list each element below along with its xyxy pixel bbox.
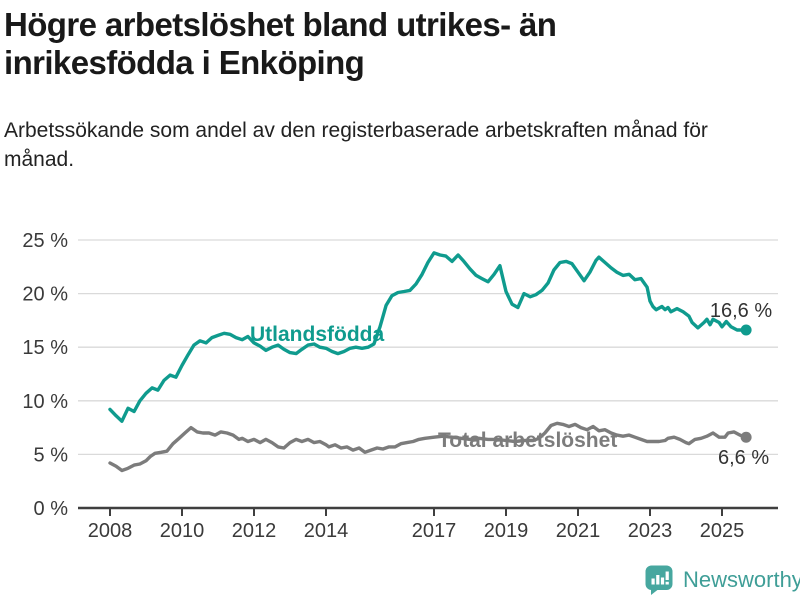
y-tick-label: 5 % [34,444,69,466]
y-tick-label: 20 % [22,284,68,306]
series-value-label-total-arbetsloshet: 6,6 % [718,447,769,469]
line-chart: 0 %5 %10 %15 %20 %25 % 2008 2010 2012 2014 2… [22,230,778,542]
y-tick-label: 0 % [34,498,69,520]
series-line-total-arbetsloshet [108,421,748,473]
series-label-utlandsfodda: Utlandsfödda [250,323,384,346]
x-tick-label: 2023 [628,520,673,542]
y-tick-label: 15 % [22,337,68,359]
series-value-label-utlandsfodda: 16,6 % [710,300,772,322]
x-tick-label: 2017 [412,520,457,542]
gridlines: 0 % 5 % 10 % 15 % 20 % 25 % [22,230,778,520]
x-tick-label: 2019 [484,520,529,542]
x-tick-label: 2025 [700,520,745,542]
x-tick-label: 2008 [88,520,133,542]
newsworthy-logo: Newsworthy [644,564,800,595]
series-line-utlandsfodda [108,251,748,423]
series-lines [108,251,752,473]
x-tick-label: 2010 [160,520,205,542]
x-tick-label: 2012 [232,520,277,542]
y-tick-label: 25 % [22,230,68,252]
x-axis: 2008 2010 2012 2014 2017 2019 2021 2023 2025 [78,506,778,542]
brand-name: Newsworthy [683,566,800,592]
y-tick-label: 10 % [22,391,68,413]
x-tick-label: 2021 [556,520,601,542]
x-tick-label: 2014 [304,520,349,542]
series-end-dot-utlandsfodda [740,324,752,336]
series-label-total-arbetsloshet: Total arbetslöshet [438,429,617,452]
series-labels: Utlandsfödda 16,6 % Total arbetslöshet 6,6 … [250,300,772,469]
newsworthy-speech-bubble-bar-chart-icon [645,565,673,595]
chart-subtitle: Arbetssökande som andel av den registerb… [4,119,708,171]
series-end-dot-total-arbetsloshet [740,431,752,443]
chart-title: Högre arbetslöshet bland utrikes- än inr… [4,6,557,81]
